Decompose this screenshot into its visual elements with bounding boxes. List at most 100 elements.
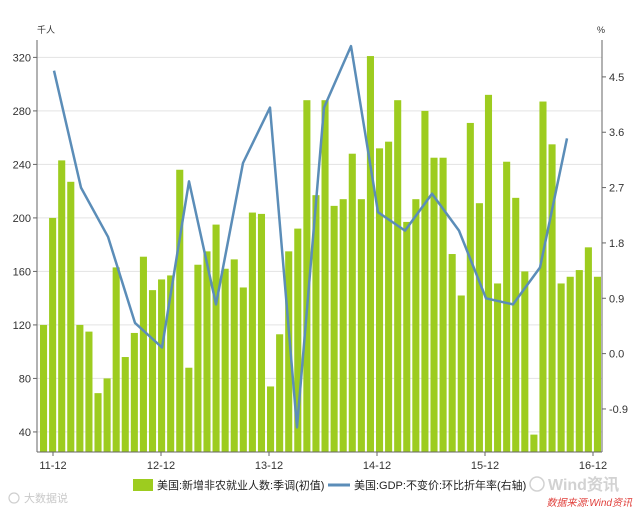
bar [176,169,184,453]
source-text: 数据来源:Wind资讯 [547,497,633,509]
bar [439,157,447,452]
legend: 美国:新增非农就业人数:季调(初值) 美国:GDP:不变价:环比折年率(右轴) [133,478,526,492]
right-tick-label: 1.8 [609,238,624,250]
right-axis-unit: % [597,25,605,35]
right-tick-label: 4.5 [609,72,624,84]
bar [167,275,175,452]
line-series [52,44,569,429]
left-axis-ticks: 40 80 120 160 200 240 280 320 [13,52,37,439]
x-tick-label: 16-12 [579,460,607,472]
bar [366,56,374,453]
legend-bar-swatch [133,479,153,491]
bar [530,434,538,452]
legend-line-label: 美国:GDP:不变价:环比折年率(右轴) [354,478,526,492]
bar [158,279,166,452]
bar [148,290,157,452]
bar [403,221,411,452]
left-tick-label: 240 [13,159,31,171]
bar [58,160,66,452]
bar [85,331,93,452]
left-tick-label: 120 [13,320,31,332]
bar-series [39,56,602,453]
x-tick-label: 15-12 [471,460,499,472]
gdp-line [52,44,569,429]
bar [212,224,220,452]
left-tick-label: 320 [13,52,31,64]
bar [276,334,284,452]
left-tick-label: 280 [13,106,31,118]
bar [503,161,511,452]
left-tick-label: 160 [13,266,31,278]
bar [312,195,320,453]
bar [375,148,384,452]
bar [494,283,502,452]
bar [512,197,520,452]
bar [67,181,75,452]
x-axis-ticks: 11-12 12-12 13-12 14-12 15-12 16-12 [39,452,607,472]
bar [76,324,84,452]
right-tick-label: 0.9 [609,293,624,305]
bar [430,157,438,452]
bar [548,144,556,453]
axes [36,40,603,453]
bar [248,212,256,452]
bar [466,122,474,453]
bar [130,332,138,452]
bar [221,268,229,452]
bar [348,153,356,452]
brand-text: Wind资讯 [548,475,619,494]
bar [475,203,483,452]
bar [285,251,293,452]
right-axis-ticks: 4.5 3.6 2.7 1.8 0.9 0.0 -0.9 [602,72,628,416]
bar [185,367,193,452]
bar [303,100,311,453]
legend-bar-label: 美国:新增非农就业人数:季调(初值) [157,478,324,492]
wechat-icon [529,476,545,492]
bar [94,393,102,452]
bar [230,259,238,452]
bar [593,276,602,452]
x-tick-label: 11-12 [39,460,66,472]
bar [321,100,329,453]
bar [139,256,147,452]
right-tick-label: 2.7 [609,183,624,195]
bar [194,264,202,452]
bar [584,247,592,452]
bar [357,199,365,452]
weibo-icon [8,492,20,504]
bar [103,378,111,452]
bar [121,357,129,452]
bar [557,283,565,452]
bar [484,94,493,453]
bar [566,276,574,452]
left-tick-label: 200 [13,213,31,225]
x-tick-label: 13-12 [255,460,283,472]
bar [421,110,429,452]
bar [112,267,120,452]
bar [203,251,211,452]
bar [239,287,247,452]
bar [521,271,529,452]
brand-logo: Wind资讯 [529,475,619,494]
x-tick-label: 14-12 [363,460,391,472]
right-tick-label: -0.9 [609,404,628,416]
bar [267,386,275,452]
bar [330,205,338,452]
watermark-left: 大数据说 [8,491,68,505]
bar [412,199,420,452]
left-tick-label: 80 [19,373,31,385]
bar [49,217,57,452]
bar [385,141,393,452]
bar [575,270,583,452]
x-tick-label: 12-12 [147,460,175,472]
bar [539,101,547,452]
bar [39,324,48,452]
bar [257,213,266,452]
bar [394,100,402,453]
right-tick-label: 3.6 [609,127,624,139]
left-tick-label: 40 [19,427,31,439]
bar [294,228,302,452]
right-tick-label: 0.0 [609,349,624,361]
bar [339,199,347,452]
